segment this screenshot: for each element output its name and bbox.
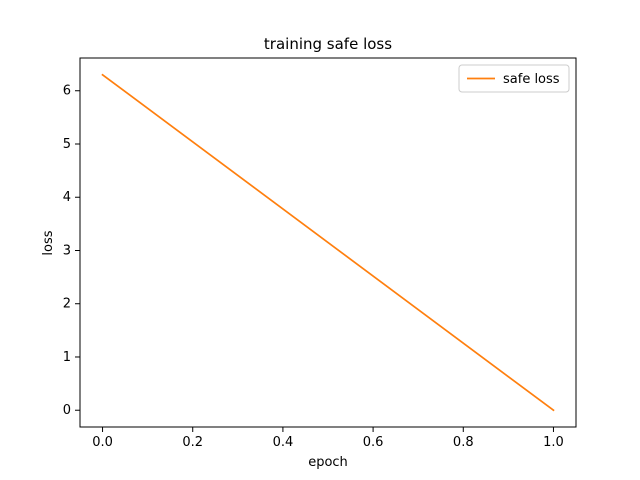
x-tick-label: 0.4 <box>273 435 294 450</box>
y-tick-label: 0 <box>63 403 71 418</box>
x-tick-label: 0.2 <box>182 435 203 450</box>
x-tick-label: 1.0 <box>543 435 564 450</box>
legend-box <box>458 64 570 93</box>
x-axis-label: epoch <box>308 455 348 470</box>
x-tick-label: 0.8 <box>453 435 474 450</box>
y-tick-label: 3 <box>63 243 71 258</box>
y-tick-label: 5 <box>63 137 71 152</box>
plot-frame <box>79 57 577 428</box>
x-tick-label: 0.0 <box>92 435 113 450</box>
plot-area <box>79 57 577 428</box>
y-tick-label: 4 <box>63 190 71 205</box>
legend: safe loss <box>458 64 570 93</box>
x-axis-ticks: 0.0 0.2 0.4 0.6 0.8 1.0 <box>92 427 564 450</box>
series-line-safe-loss <box>101 73 555 412</box>
x-tick-label: 0.6 <box>363 435 384 450</box>
y-axis-ticks: 0 1 2 3 4 5 6 <box>63 84 80 418</box>
legend-label: safe loss <box>503 72 560 87</box>
y-tick-label: 1 <box>63 350 71 365</box>
y-axis-label: loss <box>41 230 56 255</box>
chart-title: training safe loss <box>264 35 392 53</box>
y-tick-label: 2 <box>63 297 71 312</box>
y-tick-label: 6 <box>63 84 71 99</box>
series-layer <box>101 73 555 412</box>
